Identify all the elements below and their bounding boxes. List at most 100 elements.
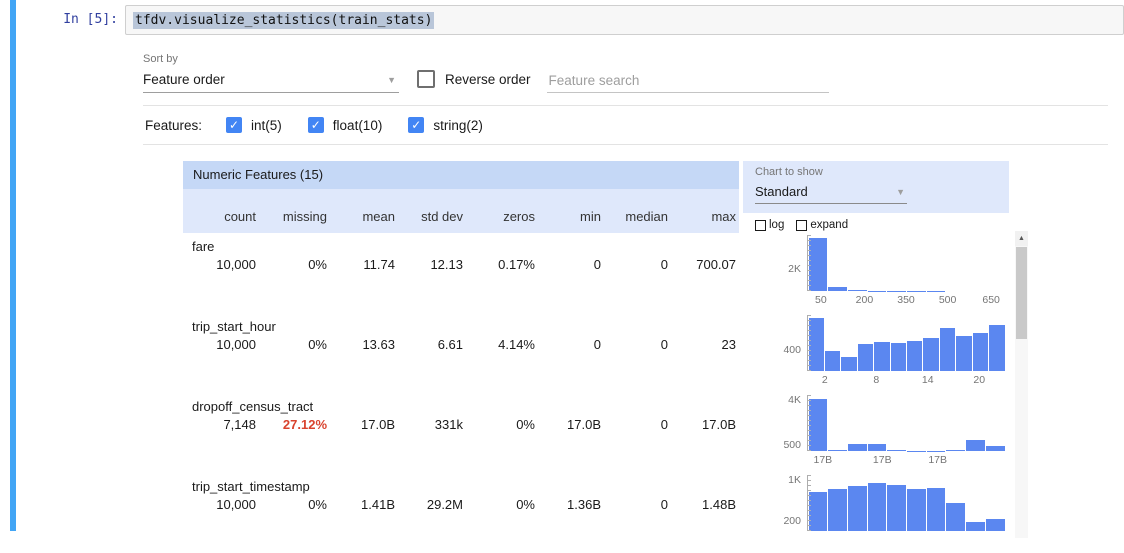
x-tick-label: 650 (982, 294, 1000, 306)
feature-search (547, 69, 829, 93)
value-max: 700.07 (671, 257, 739, 272)
histogram-bar (848, 486, 867, 531)
x-tick-label: 8 (873, 374, 879, 386)
filter-label: string(2) (433, 118, 483, 133)
histogram-bar (841, 357, 856, 371)
divider (143, 144, 1108, 145)
histogram-bar (946, 503, 965, 532)
filter-label: float(10) (333, 118, 383, 133)
x-tick-label: 50 (815, 294, 827, 306)
value-mean: 17.0B (330, 417, 398, 432)
histogram-bar (809, 318, 824, 371)
column-header-mean: mean (330, 209, 398, 224)
feature-type-filter[interactable]: ✓ float(10) (308, 117, 383, 133)
checkbox-unchecked-icon[interactable] (796, 220, 807, 231)
value-count: 10,000 (183, 497, 259, 512)
value-max: 23 (671, 337, 739, 352)
value-max: 1.48B (671, 497, 739, 512)
cell-prompt: In [5]: (0, 5, 118, 35)
checkbox-checked-icon[interactable]: ✓ (308, 117, 324, 133)
column-header-missing: missing (259, 209, 330, 224)
histogram-bar (868, 483, 887, 531)
chart-type-dropdown[interactable]: Standard ▼ (755, 182, 907, 204)
histogram-bar (809, 238, 828, 291)
value-median: 0 (604, 257, 671, 272)
value-std-dev: 12.13 (398, 257, 466, 272)
histogram-xticks: 50 200 350 500 650 (807, 291, 1005, 307)
feature-name: dropoff_census_tract (183, 399, 739, 414)
value-mean: 13.63 (330, 337, 398, 352)
sort-by-dropdown[interactable]: Feature order ▼ (143, 72, 399, 93)
notebook-cell: In [5]: tfdv.visualize_statistics(train_… (0, 0, 1124, 35)
value-zeros: 0.17% (466, 257, 538, 272)
sort-by-label: Sort by (143, 53, 399, 65)
x-tick-label: 200 (856, 294, 874, 306)
value-zeros: 0% (466, 497, 538, 512)
scrollbar-thumb[interactable] (1016, 247, 1027, 339)
value-median: 0 (604, 497, 671, 512)
histogram-bar (874, 342, 889, 371)
feature-filter-row: Features: ✓ int(5) ✓ float(10) ✓ string(… (143, 106, 1108, 144)
value-std-dev: 6.61 (398, 337, 466, 352)
histogram-bars (807, 395, 1005, 451)
checkbox-checked-icon[interactable]: ✓ (408, 117, 424, 133)
chart-option-label: expand (810, 219, 848, 231)
value-zeros: 4.14% (466, 337, 538, 352)
feature-type-filter[interactable]: ✓ int(5) (226, 117, 282, 133)
chart-option-checkbox[interactable]: expand (796, 219, 848, 231)
value-count: 10,000 (183, 257, 259, 272)
x-tick-label: 500 (939, 294, 957, 306)
checkbox-unchecked-icon[interactable] (755, 220, 766, 231)
histogram-bars (807, 315, 1005, 371)
checkbox-checked-icon[interactable]: ✓ (226, 117, 242, 133)
value-median: 0 (604, 337, 671, 352)
histogram-bars (807, 475, 1005, 531)
histogram-bar (887, 485, 906, 531)
x-tick-label: 17B (813, 454, 832, 466)
value-missing: 0% (259, 257, 330, 272)
y-tick-label: 400 (783, 344, 801, 356)
histogram-bar (907, 341, 922, 371)
code-text[interactable]: tfdv.visualize_statistics(train_stats) (133, 12, 434, 29)
charts-scrollbar[interactable]: ▲ (1015, 231, 1028, 538)
feature-search-input[interactable] (547, 69, 829, 93)
reverse-order-checkbox[interactable]: Reverse order (417, 70, 531, 93)
x-tick-label: 350 (897, 294, 915, 306)
histogram-bar (907, 489, 926, 531)
x-tick-label: 20 (973, 374, 985, 386)
histogram-bar (809, 492, 828, 531)
tfdv-statistics-widget: Sort by Feature order ▼ Reverse order Fe… (143, 53, 1108, 553)
column-header-max: max (671, 209, 739, 224)
histogram-bar (858, 344, 873, 371)
checkbox-unchecked-icon[interactable] (417, 70, 435, 88)
chart-option-checkbox[interactable]: log (755, 219, 784, 231)
value-missing: 0% (259, 497, 330, 512)
value-min: 0 (538, 337, 604, 352)
feature-name: trip_start_hour (183, 319, 739, 334)
y-tick-label: 1K (788, 474, 801, 486)
feature-type-filter[interactable]: ✓ string(2) (408, 117, 483, 133)
histogram-bar (868, 444, 887, 451)
histogram-xticks (807, 531, 1005, 547)
histogram-plot (807, 475, 1005, 553)
x-tick-label: 17B (873, 454, 892, 466)
code-input-area[interactable]: tfdv.visualize_statistics(train_stats) (125, 5, 1124, 35)
table-title: Numeric Features (15) (183, 161, 739, 189)
scroll-up-arrow-icon[interactable]: ▲ (1015, 231, 1028, 246)
